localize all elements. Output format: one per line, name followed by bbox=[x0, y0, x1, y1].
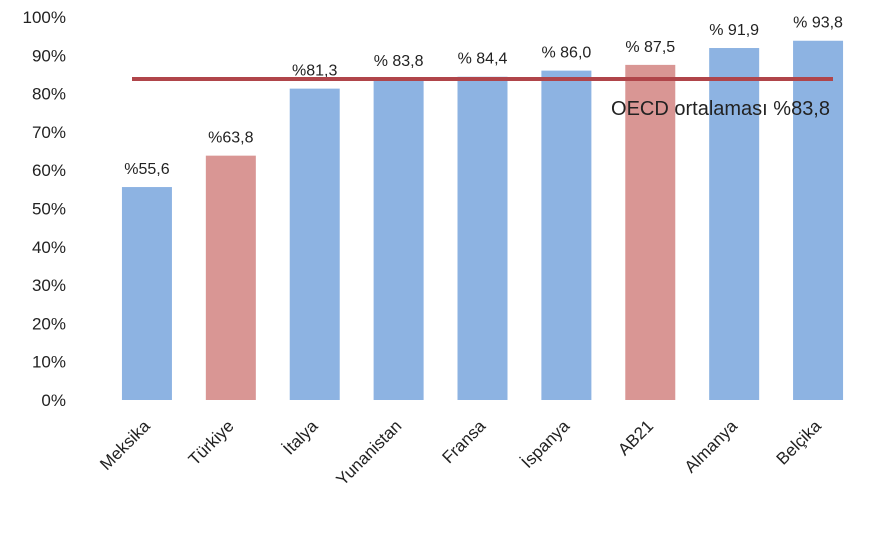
data-label: %63,8 bbox=[208, 130, 253, 147]
category-label: Almanya bbox=[681, 416, 742, 477]
reference-line-group: OECD ortalaması %83,8 bbox=[132, 77, 833, 120]
bar bbox=[289, 88, 340, 400]
category-label: Yunanistan bbox=[333, 416, 406, 489]
data-label: % 86,0 bbox=[541, 45, 591, 62]
data-label: % 87,5 bbox=[625, 39, 675, 56]
y-tick-label: 10% bbox=[32, 353, 66, 372]
data-label: % 84,4 bbox=[458, 51, 508, 68]
bar bbox=[121, 187, 172, 400]
bars bbox=[121, 40, 844, 401]
data-label: % 83,8 bbox=[374, 53, 424, 70]
y-tick-label: 30% bbox=[32, 276, 66, 295]
y-tick-label: 20% bbox=[32, 314, 66, 333]
y-tick-label: 80% bbox=[32, 85, 66, 104]
category-labels: Meksika Türkiye İtalya Yunanistan Fransa İspa… bbox=[96, 416, 825, 489]
bar bbox=[205, 155, 256, 400]
y-tick-label: 60% bbox=[32, 161, 66, 180]
bar bbox=[373, 79, 424, 401]
data-label: %81,3 bbox=[292, 63, 337, 80]
category-label: Belçika bbox=[773, 416, 826, 469]
bar bbox=[457, 76, 508, 401]
category-label: AB21 bbox=[614, 416, 657, 459]
category-label: Türkiye bbox=[185, 416, 238, 469]
data-label: %55,6 bbox=[124, 161, 169, 178]
y-axis-labels: 0% 10% 20% 30% 40% 50% 60% 70% 80% 90% 100% bbox=[23, 8, 66, 410]
y-tick-label: 40% bbox=[32, 238, 66, 257]
category-label: İspanya bbox=[518, 416, 574, 472]
data-label: % 91,9 bbox=[709, 22, 759, 39]
category-label: Fransa bbox=[438, 416, 489, 467]
oecd-average-label: OECD ortalaması %83,8 bbox=[611, 98, 830, 120]
category-label: Meksika bbox=[96, 416, 154, 474]
bar bbox=[709, 48, 760, 400]
data-label: % 93,8 bbox=[793, 15, 843, 32]
y-tick-label: 50% bbox=[32, 200, 66, 219]
bar bbox=[625, 64, 676, 400]
data-labels: %55,6 %63,8 %81,3 % 83,8 % 84,4 % 86,0 % 87,5%… bbox=[124, 15, 843, 178]
y-tick-label: 90% bbox=[32, 46, 66, 65]
y-tick-label: 70% bbox=[32, 123, 66, 142]
category-label: İtalya bbox=[279, 416, 322, 459]
y-tick-label: 0% bbox=[41, 391, 66, 410]
y-tick-label: 100% bbox=[23, 8, 66, 27]
bar bbox=[793, 40, 844, 400]
bar bbox=[541, 70, 592, 401]
